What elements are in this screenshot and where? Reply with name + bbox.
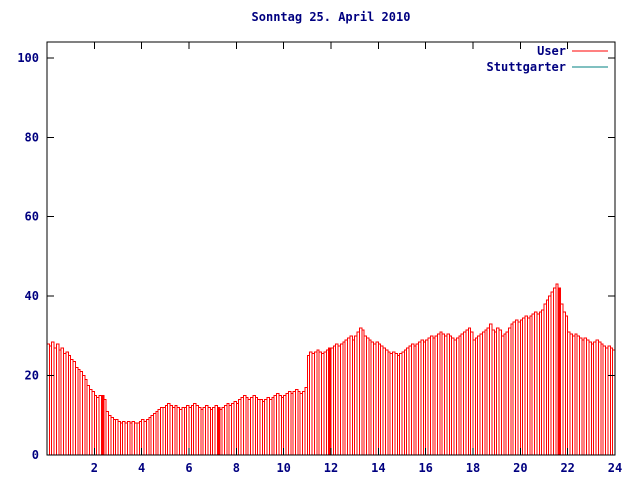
legend-label: User	[537, 44, 566, 58]
x-tick-label: 2	[91, 461, 98, 475]
x-tick-label: 20	[513, 461, 527, 475]
x-tick-label: 14	[371, 461, 385, 475]
y-tick-label: 100	[17, 51, 39, 65]
x-tick-label: 18	[466, 461, 480, 475]
chart-title: Sonntag 25. April 2010	[251, 10, 411, 24]
x-tick-label: 4	[138, 461, 145, 475]
y-tick-label: 40	[25, 289, 39, 303]
y-tick-label: 60	[25, 210, 39, 224]
x-tick-label: 24	[608, 461, 622, 475]
y-tick-label: 20	[25, 369, 39, 383]
x-tick-label: 16	[418, 461, 432, 475]
y-tick-label: 0	[32, 448, 39, 462]
x-tick-label: 22	[560, 461, 574, 475]
legend-label: Stuttgarter	[487, 60, 566, 74]
x-tick-label: 10	[276, 461, 290, 475]
x-tick-label: 12	[324, 461, 338, 475]
x-tick-label: 8	[233, 461, 240, 475]
y-tick-label: 80	[25, 130, 39, 144]
x-tick-label: 6	[185, 461, 192, 475]
